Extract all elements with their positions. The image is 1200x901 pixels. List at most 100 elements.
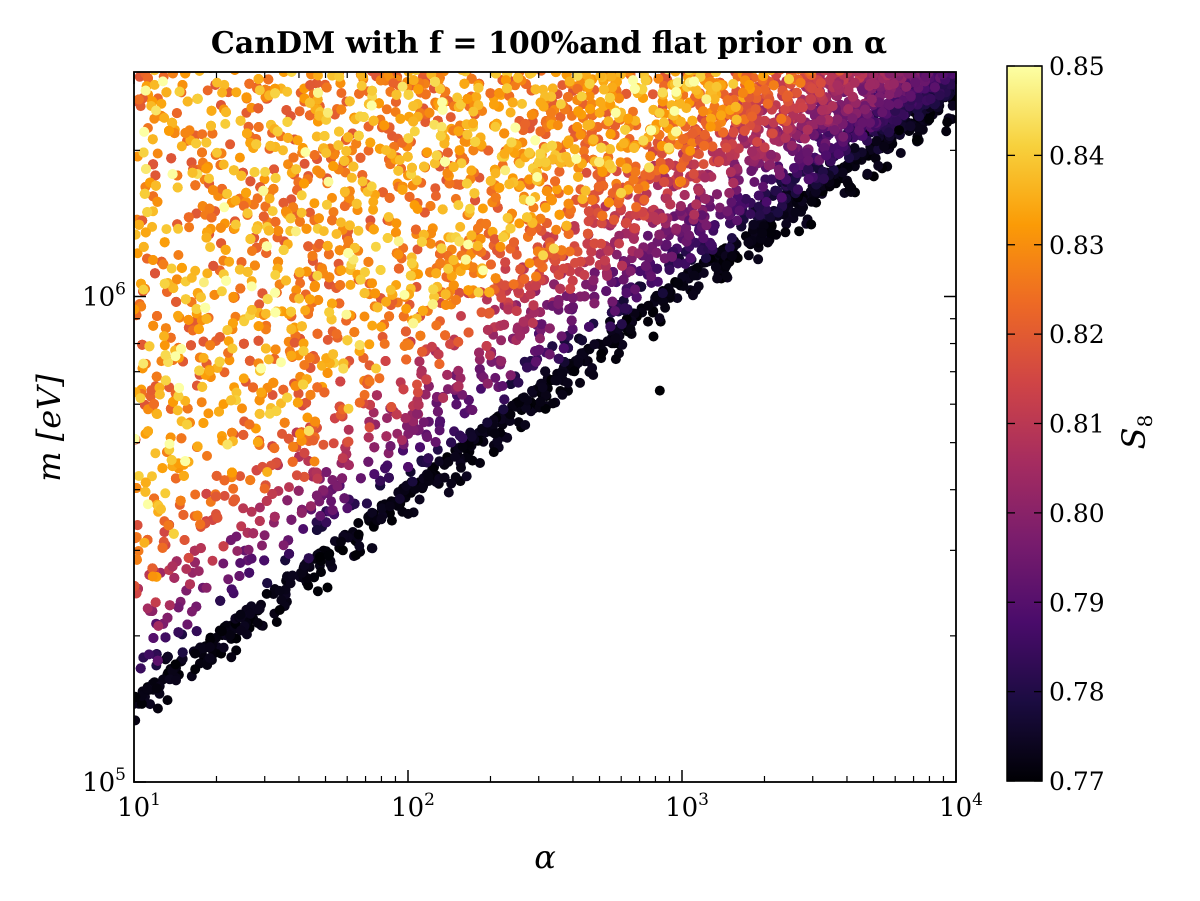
data-point	[443, 487, 454, 498]
data-point	[335, 376, 346, 387]
data-point	[781, 219, 792, 230]
data-point	[312, 586, 323, 597]
data-point	[837, 167, 848, 178]
data-point	[937, 60, 947, 70]
data-point	[818, 173, 829, 184]
data-point	[160, 632, 171, 643]
data-point	[246, 506, 257, 517]
data-point	[919, 72, 922, 73]
data-point	[810, 186, 821, 197]
data-point	[727, 251, 737, 262]
data-point	[872, 60, 882, 70]
data-point	[923, 59, 933, 69]
data-point	[665, 199, 676, 210]
data-point	[932, 61, 942, 71]
data-point	[951, 60, 961, 70]
data-point	[519, 392, 530, 403]
data-point	[569, 366, 580, 377]
data-point	[274, 585, 285, 596]
data-point	[343, 424, 354, 435]
data-point	[518, 316, 529, 327]
data-point	[790, 207, 801, 218]
data-point	[204, 653, 215, 663]
data-point	[505, 409, 516, 420]
data-point	[336, 536, 346, 547]
data-point	[303, 580, 314, 591]
data-point	[895, 148, 906, 158]
data-point	[235, 625, 246, 636]
data-point	[557, 389, 568, 400]
data-point	[414, 356, 425, 367]
data-point	[746, 165, 757, 176]
data-point	[654, 229, 665, 240]
data-point	[254, 516, 265, 526]
data-point	[929, 82, 940, 93]
data-point	[951, 60, 961, 70]
data-point	[726, 233, 737, 243]
data-point	[558, 343, 569, 354]
data-point	[625, 266, 636, 277]
data-point	[697, 62, 707, 72]
data-point	[923, 58, 933, 68]
data-point	[754, 210, 765, 221]
data-point	[150, 597, 161, 608]
data-point	[284, 482, 294, 493]
data-point	[765, 212, 776, 223]
data-point	[540, 366, 551, 377]
data-point	[435, 416, 446, 427]
data-point	[226, 584, 237, 595]
data-point	[337, 545, 348, 556]
data-point	[148, 633, 159, 643]
data-point	[531, 356, 541, 367]
data-point	[912, 59, 922, 69]
data-point	[363, 432, 374, 443]
data-point	[244, 567, 255, 578]
data-point	[895, 60, 905, 70]
data-point	[937, 58, 947, 68]
data-point	[385, 441, 396, 452]
data-point	[456, 311, 466, 321]
data-point	[832, 60, 842, 70]
data-point	[883, 61, 893, 71]
data-point	[906, 58, 916, 68]
data-point	[851, 62, 861, 72]
data-point	[942, 59, 952, 69]
data-point	[421, 374, 432, 385]
data-point	[152, 655, 163, 666]
data-point	[884, 89, 895, 100]
data-point	[466, 431, 477, 442]
data-point	[618, 274, 629, 285]
data-point	[951, 61, 961, 71]
data-point	[851, 62, 861, 72]
data-point	[777, 72, 782, 73]
data-point	[780, 132, 791, 143]
data-point	[925, 93, 936, 104]
data-point	[874, 60, 884, 70]
data-point	[476, 383, 486, 394]
data-point	[315, 510, 326, 521]
data-point	[895, 59, 905, 69]
data-point	[865, 78, 876, 89]
data-point	[923, 59, 933, 69]
data-point	[616, 319, 627, 330]
data-point	[874, 60, 884, 70]
data-point	[724, 188, 735, 198]
data-point	[497, 381, 508, 391]
data-point	[747, 146, 758, 157]
data-point	[806, 94, 817, 105]
data-point	[810, 62, 820, 72]
data-point	[950, 62, 960, 72]
data-point	[928, 58, 938, 68]
data-point	[881, 62, 891, 72]
data-point	[939, 61, 949, 71]
data-point	[916, 59, 926, 69]
data-point	[910, 61, 920, 71]
data-point	[937, 58, 947, 68]
data-point	[285, 578, 296, 589]
data-point	[337, 473, 348, 484]
data-point	[721, 260, 732, 271]
data-point	[170, 659, 181, 670]
data-point	[950, 57, 960, 67]
data-point	[171, 675, 181, 686]
data-point	[226, 652, 237, 663]
